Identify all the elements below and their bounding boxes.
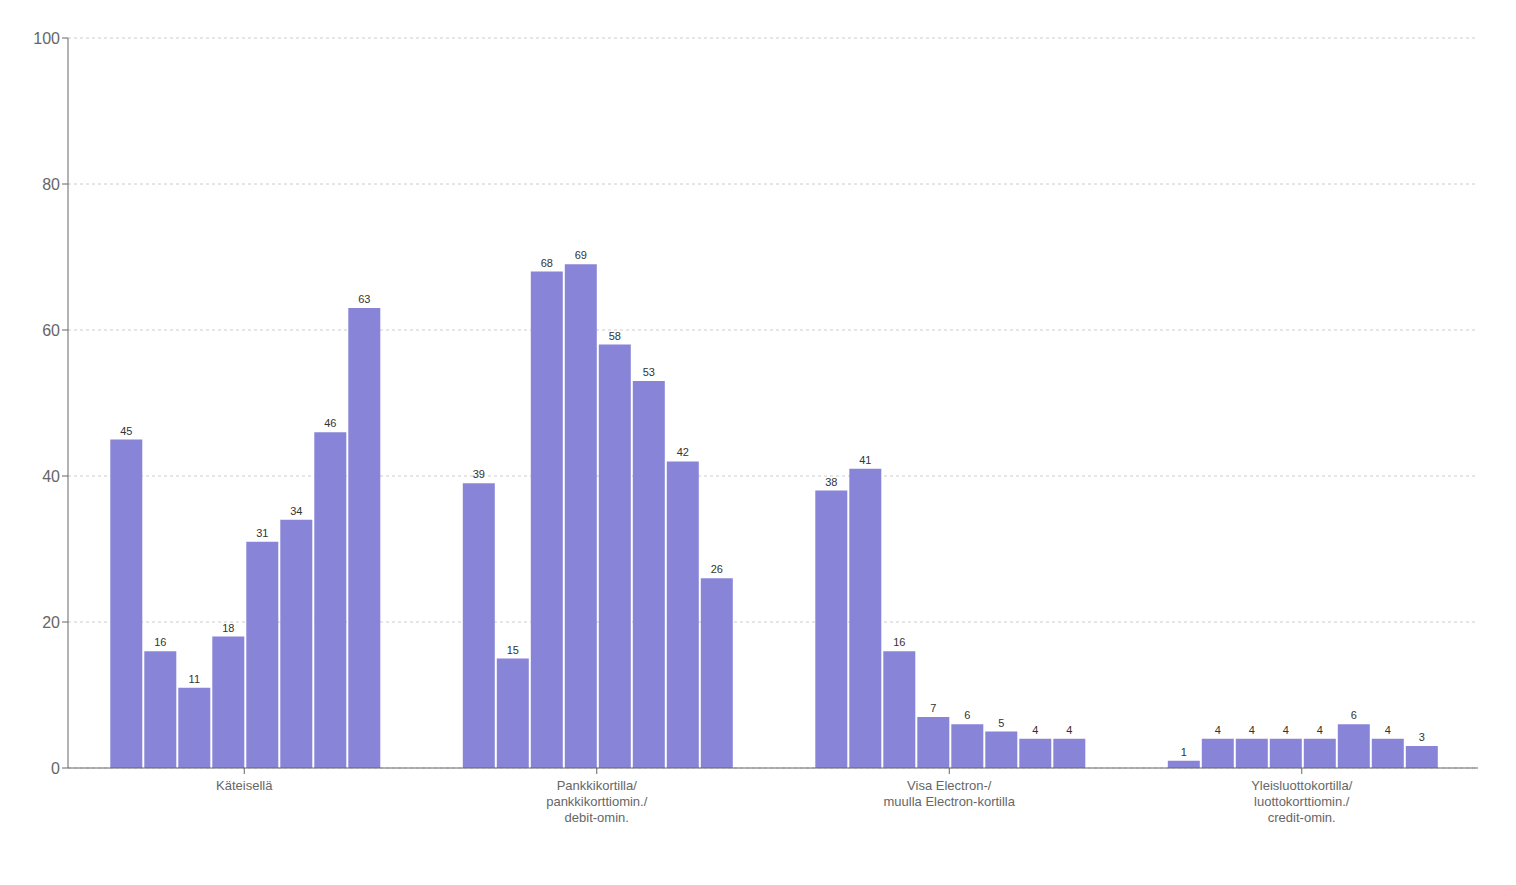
svg-text:63: 63 (358, 293, 370, 305)
svg-text:58: 58 (609, 330, 621, 342)
svg-text:45: 45 (120, 425, 132, 437)
svg-text:6: 6 (1351, 709, 1357, 721)
svg-text:42: 42 (677, 446, 689, 458)
svg-text:4: 4 (1249, 724, 1255, 736)
svg-text:3: 3 (1419, 731, 1425, 743)
svg-text:4: 4 (1032, 724, 1038, 736)
svg-text:Yleisluottokortilla/luottokort: Yleisluottokortilla/luottokorttiomin./cr… (1251, 778, 1353, 825)
svg-text:Visa Electron-/muulla Electron: Visa Electron-/muulla Electron-kortilla (884, 778, 1016, 809)
svg-text:20: 20 (42, 614, 60, 631)
svg-text:11: 11 (189, 673, 200, 685)
svg-text:68: 68 (541, 257, 553, 269)
svg-text:38: 38 (825, 476, 837, 488)
svg-text:39: 39 (473, 468, 485, 480)
svg-text:4: 4 (1385, 724, 1391, 736)
svg-text:4: 4 (1066, 724, 1072, 736)
svg-text:18: 18 (222, 622, 234, 634)
svg-text:Pankkikortilla/pankkikorttiomi: Pankkikortilla/pankkikorttiomin./debit-o… (546, 778, 648, 825)
svg-text:1: 1 (1181, 746, 1187, 758)
svg-text:4: 4 (1283, 724, 1289, 736)
svg-text:41: 41 (859, 454, 871, 466)
svg-text:15: 15 (507, 644, 519, 656)
svg-text:0: 0 (51, 760, 60, 777)
svg-text:40: 40 (42, 468, 60, 485)
svg-text:69: 69 (575, 249, 587, 261)
svg-text:16: 16 (154, 636, 166, 648)
svg-text:4: 4 (1215, 724, 1221, 736)
svg-text:4: 4 (1317, 724, 1323, 736)
svg-text:5: 5 (998, 717, 1004, 729)
svg-text:60: 60 (42, 322, 60, 339)
svg-text:31: 31 (256, 527, 268, 539)
svg-text:16: 16 (893, 636, 905, 648)
svg-text:7: 7 (930, 702, 936, 714)
svg-text:34: 34 (290, 505, 302, 517)
svg-text:26: 26 (711, 563, 723, 575)
svg-text:53: 53 (643, 366, 655, 378)
svg-text:46: 46 (324, 417, 336, 429)
svg-text:6: 6 (964, 709, 970, 721)
svg-text:100: 100 (33, 30, 60, 47)
svg-text:80: 80 (42, 176, 60, 193)
svg-text:Käteisellä: Käteisellä (216, 778, 273, 793)
